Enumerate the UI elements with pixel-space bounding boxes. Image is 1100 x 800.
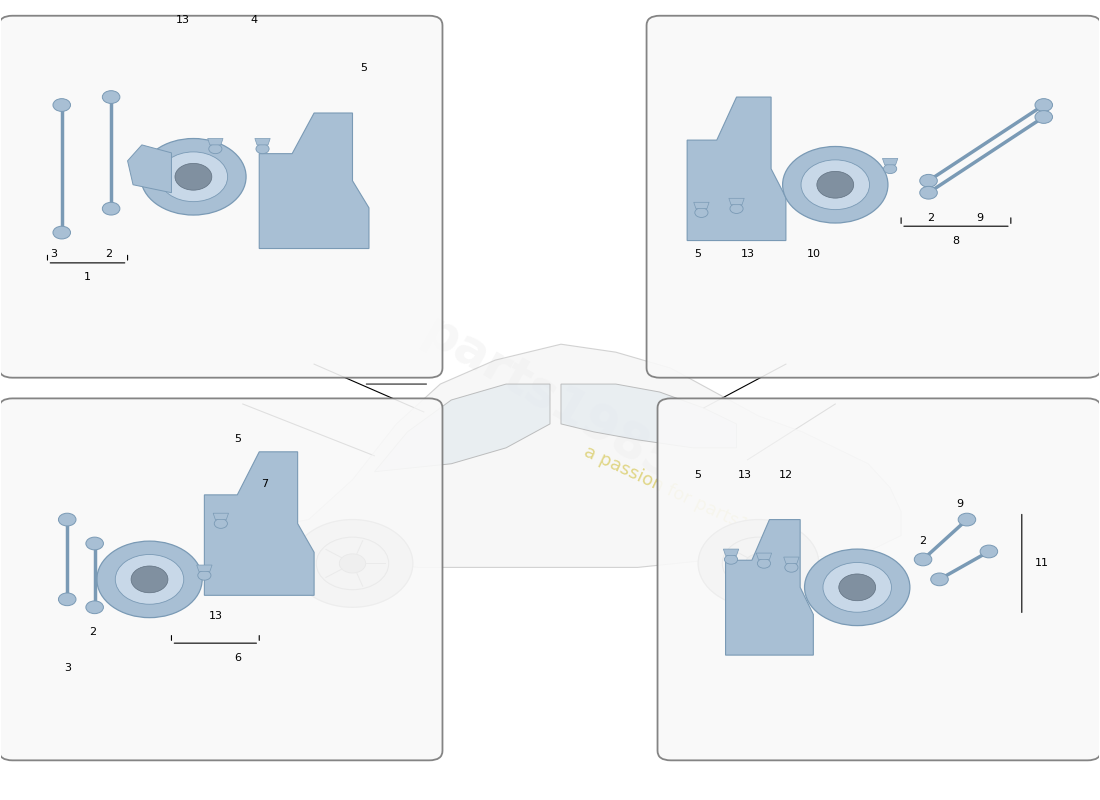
Circle shape — [730, 204, 744, 214]
Circle shape — [914, 553, 932, 566]
Circle shape — [1035, 98, 1053, 111]
Circle shape — [883, 164, 896, 174]
Circle shape — [931, 573, 948, 586]
Circle shape — [53, 98, 70, 111]
Text: 2: 2 — [89, 627, 96, 638]
Circle shape — [86, 537, 103, 550]
Circle shape — [817, 171, 854, 198]
Text: 13: 13 — [175, 15, 189, 26]
Circle shape — [102, 90, 120, 103]
Text: 7: 7 — [261, 478, 268, 489]
Polygon shape — [255, 138, 271, 145]
Text: 5: 5 — [694, 470, 702, 480]
FancyBboxPatch shape — [658, 398, 1100, 760]
Circle shape — [723, 537, 794, 590]
Circle shape — [1035, 110, 1053, 123]
Circle shape — [160, 152, 228, 202]
Polygon shape — [783, 557, 799, 563]
Text: a passion for parts1985: a passion for parts1985 — [581, 442, 782, 549]
Circle shape — [698, 519, 818, 607]
Polygon shape — [208, 138, 223, 145]
Polygon shape — [757, 553, 771, 559]
Text: 5: 5 — [234, 434, 241, 444]
Polygon shape — [726, 519, 813, 655]
Circle shape — [116, 554, 184, 604]
FancyBboxPatch shape — [0, 398, 442, 760]
Circle shape — [725, 554, 738, 564]
Circle shape — [175, 163, 212, 190]
Circle shape — [920, 174, 937, 187]
Circle shape — [784, 562, 798, 572]
Circle shape — [58, 593, 76, 606]
Circle shape — [58, 514, 76, 526]
Text: 11: 11 — [1035, 558, 1049, 569]
Text: 1: 1 — [84, 273, 90, 282]
Circle shape — [782, 146, 888, 223]
Circle shape — [801, 160, 869, 210]
Circle shape — [958, 514, 976, 526]
Text: 2: 2 — [927, 213, 934, 222]
Polygon shape — [374, 384, 550, 472]
Circle shape — [141, 138, 246, 215]
Text: 4: 4 — [250, 15, 257, 26]
Text: 9: 9 — [977, 213, 983, 222]
Text: 12: 12 — [779, 470, 793, 480]
Polygon shape — [213, 514, 229, 519]
Text: 5: 5 — [360, 63, 367, 73]
Circle shape — [97, 541, 202, 618]
Polygon shape — [882, 158, 898, 165]
Circle shape — [214, 518, 228, 528]
Circle shape — [804, 549, 910, 626]
Circle shape — [86, 601, 103, 614]
Circle shape — [209, 144, 222, 154]
Circle shape — [823, 562, 891, 612]
Text: 13: 13 — [740, 249, 755, 258]
Circle shape — [102, 202, 120, 215]
FancyBboxPatch shape — [647, 16, 1100, 378]
Circle shape — [746, 554, 771, 573]
Circle shape — [53, 226, 70, 239]
Circle shape — [317, 537, 388, 590]
Text: 2: 2 — [106, 249, 112, 258]
Polygon shape — [205, 452, 315, 595]
Polygon shape — [724, 549, 739, 555]
Circle shape — [920, 186, 937, 199]
Text: parts1985: parts1985 — [414, 307, 686, 493]
Circle shape — [293, 519, 412, 607]
Circle shape — [339, 554, 365, 573]
Polygon shape — [243, 344, 901, 567]
Circle shape — [131, 566, 168, 593]
Text: 2: 2 — [920, 535, 926, 546]
Text: 9: 9 — [956, 498, 964, 509]
Text: 5: 5 — [694, 249, 702, 258]
Polygon shape — [729, 198, 745, 205]
Circle shape — [198, 570, 211, 580]
Polygon shape — [561, 384, 737, 448]
Circle shape — [980, 545, 998, 558]
Text: 3: 3 — [51, 249, 57, 258]
Circle shape — [256, 144, 270, 154]
Circle shape — [695, 208, 708, 218]
Text: 3: 3 — [64, 663, 70, 673]
Text: 13: 13 — [208, 611, 222, 622]
Circle shape — [758, 558, 770, 568]
Polygon shape — [688, 97, 785, 241]
Text: 6: 6 — [234, 653, 241, 662]
FancyBboxPatch shape — [0, 16, 442, 378]
Polygon shape — [260, 113, 368, 249]
Polygon shape — [128, 145, 172, 193]
Text: 8: 8 — [953, 236, 959, 246]
Circle shape — [839, 574, 876, 601]
Polygon shape — [694, 202, 710, 209]
Text: 10: 10 — [806, 249, 821, 258]
Text: 13: 13 — [738, 470, 752, 480]
Polygon shape — [197, 565, 212, 571]
